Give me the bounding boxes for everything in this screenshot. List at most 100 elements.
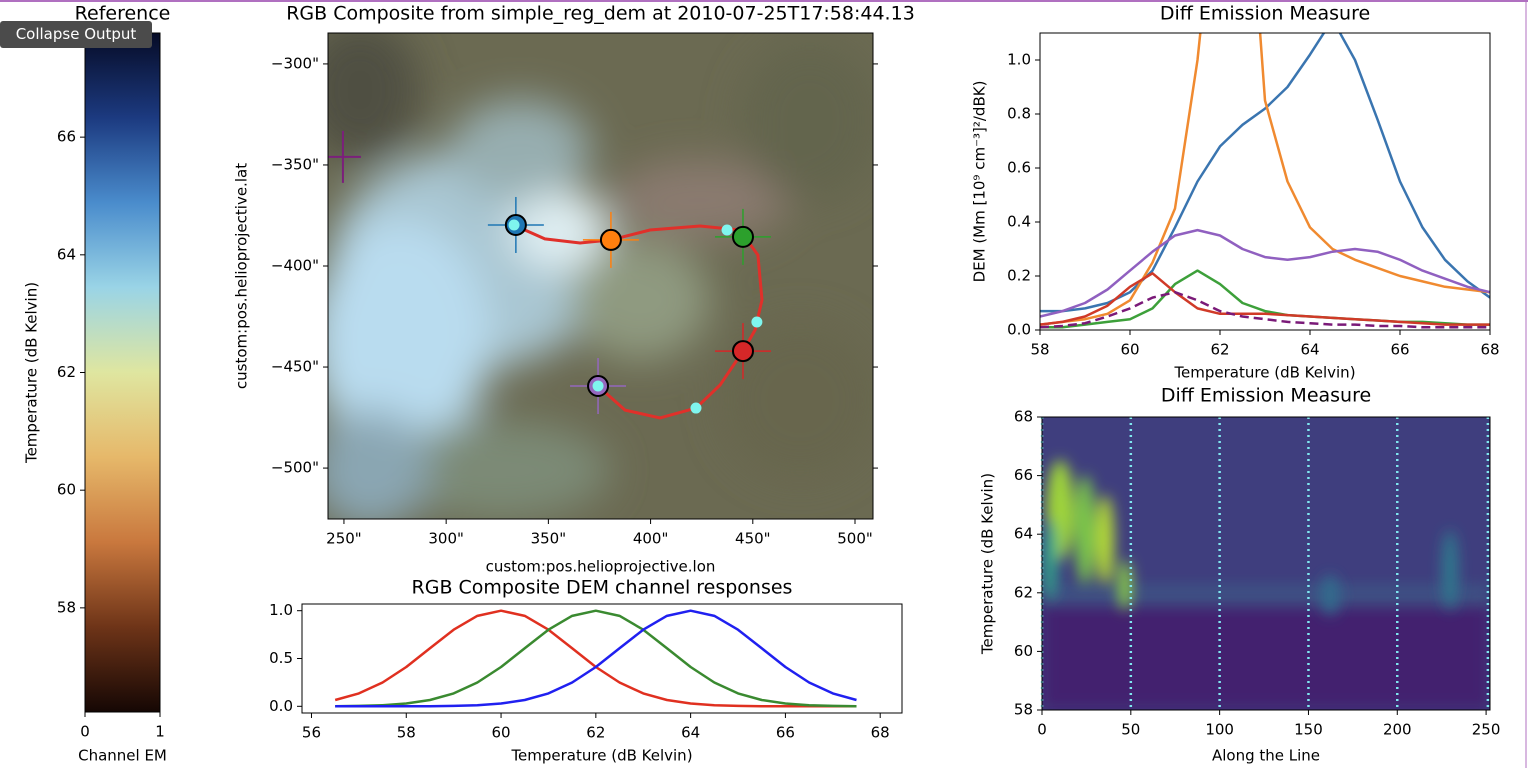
overlay [328,130,771,420]
heatmap-region [1320,575,1340,615]
x-axis-label: Channel EM [78,747,167,765]
axes-frame [301,603,903,714]
point [751,316,763,328]
line-path [515,224,764,420]
series-line [1040,269,1490,329]
x-tick-label: 62 [1210,341,1229,359]
y-tick-label: −400" [271,256,319,274]
y-tick-label: 68 [1014,408,1033,426]
series-line [1040,33,1490,326]
x-tick-label: 68 [871,724,890,742]
y-tick-label: 62 [57,363,76,381]
heatmap-region [1075,475,1095,585]
marker [731,225,754,248]
x-tick-label: 250 [1472,721,1501,739]
image-texture [328,33,873,519]
y-tick-label: −350" [271,155,319,173]
y-tick-label: 60 [57,481,76,499]
x-axis-label: custom:pos.helioprojective.lon [486,558,716,576]
y-tick-label: 0.5 [269,649,293,667]
chart-title: Reference [75,3,171,25]
heatmap-image [1042,417,1490,710]
x-tick-label: 66 [776,724,795,742]
colorbar [85,33,160,712]
y-tick-label: 66 [57,128,76,146]
y-tick-label: 64 [57,245,76,263]
y-tick-label: 1.0 [269,601,293,619]
chart-title: RGB Composite DEM channel responses [412,577,793,599]
heatmap-region [1042,520,1058,600]
lines [334,609,857,708]
y-tick-label: 0.2 [1007,267,1031,285]
solar-image [328,33,873,519]
y-axis-label: DEM (Mm [10⁹ cm⁻³]²/dBK) [971,81,989,283]
x-axis-label: Temperature (dB Kelvin) [1173,364,1355,382]
x-tick-label: 0 [1037,721,1047,739]
heatmap-region [1442,530,1458,610]
y-tick-label: 0.6 [1007,159,1031,177]
y-tick-label: 58 [1014,701,1033,719]
series-line [335,609,857,708]
x-tick-label: 64 [681,724,700,742]
series-line [335,609,857,708]
x-tick-label: 500" [837,530,873,548]
collapse-output-button[interactable]: Collapse Output [0,21,152,48]
y-tick-label: 0.4 [1007,213,1031,231]
x-tick-label: 200 [1383,721,1412,739]
x-tick-label: 56 [302,724,321,742]
x-tick-label: 50 [1121,721,1140,739]
series-line [1040,290,1490,329]
y-tick-label: 62 [1014,583,1033,601]
series-line [334,609,857,708]
y-tick-label: 60 [1014,642,1033,660]
x-tick-label: 150 [1294,721,1323,739]
x-tick-label: 66 [1390,341,1409,359]
y-axis-label: Temperature (dB Kelvin) [979,473,997,655]
heatmap-hot [1042,460,1458,615]
heatmap-region [1096,495,1114,585]
image-region [328,33,420,160]
x-tick-label: 62 [586,724,605,742]
image-region [570,240,710,360]
x-tick-label: 1 [155,723,165,741]
x-axis-label: Temperature (dB Kelvin) [510,747,692,765]
x-tick-label: 400" [633,530,669,548]
point [592,380,604,392]
image-region [510,190,610,270]
point [721,224,733,236]
y-tick-label: 0.0 [1007,321,1031,339]
x-tick-label: 58 [397,724,416,742]
heatmap-region [1042,600,1490,710]
y-axis-label: Temperature (dB Kelvin) [23,282,41,464]
chart-title: RGB Composite from simple_reg_dem at 201… [286,3,915,25]
y-tick-label: 0.0 [269,697,293,715]
lines [1040,33,1490,329]
series-line [1040,228,1490,318]
y-tick-label: 58 [57,598,76,616]
y-tick-label: −450" [271,358,319,376]
y-tick-label: 66 [1014,466,1033,484]
series-line [1040,33,1490,313]
image-region [328,220,490,460]
x-tick-label: 0 [80,723,90,741]
marker [599,228,622,251]
image-region [740,40,873,200]
image-region [450,100,590,200]
image-region [720,320,873,480]
x-tick-label: 100 [1205,721,1234,739]
x-tick-label: 350" [531,530,567,548]
axes-frame [1039,32,1491,331]
y-tick-label: −300" [271,54,319,72]
chart-title: Diff Emission Measure [1160,3,1370,25]
axes-frame [1041,416,1491,711]
x-tick-label: 300" [428,530,464,548]
marker [731,340,754,363]
point [508,219,520,231]
y-tick-label: −500" [271,459,319,477]
heatmap-region [1118,560,1132,610]
x-tick-label: 450" [735,530,771,548]
x-tick-label: 64 [1300,341,1319,359]
image-region [390,420,610,519]
